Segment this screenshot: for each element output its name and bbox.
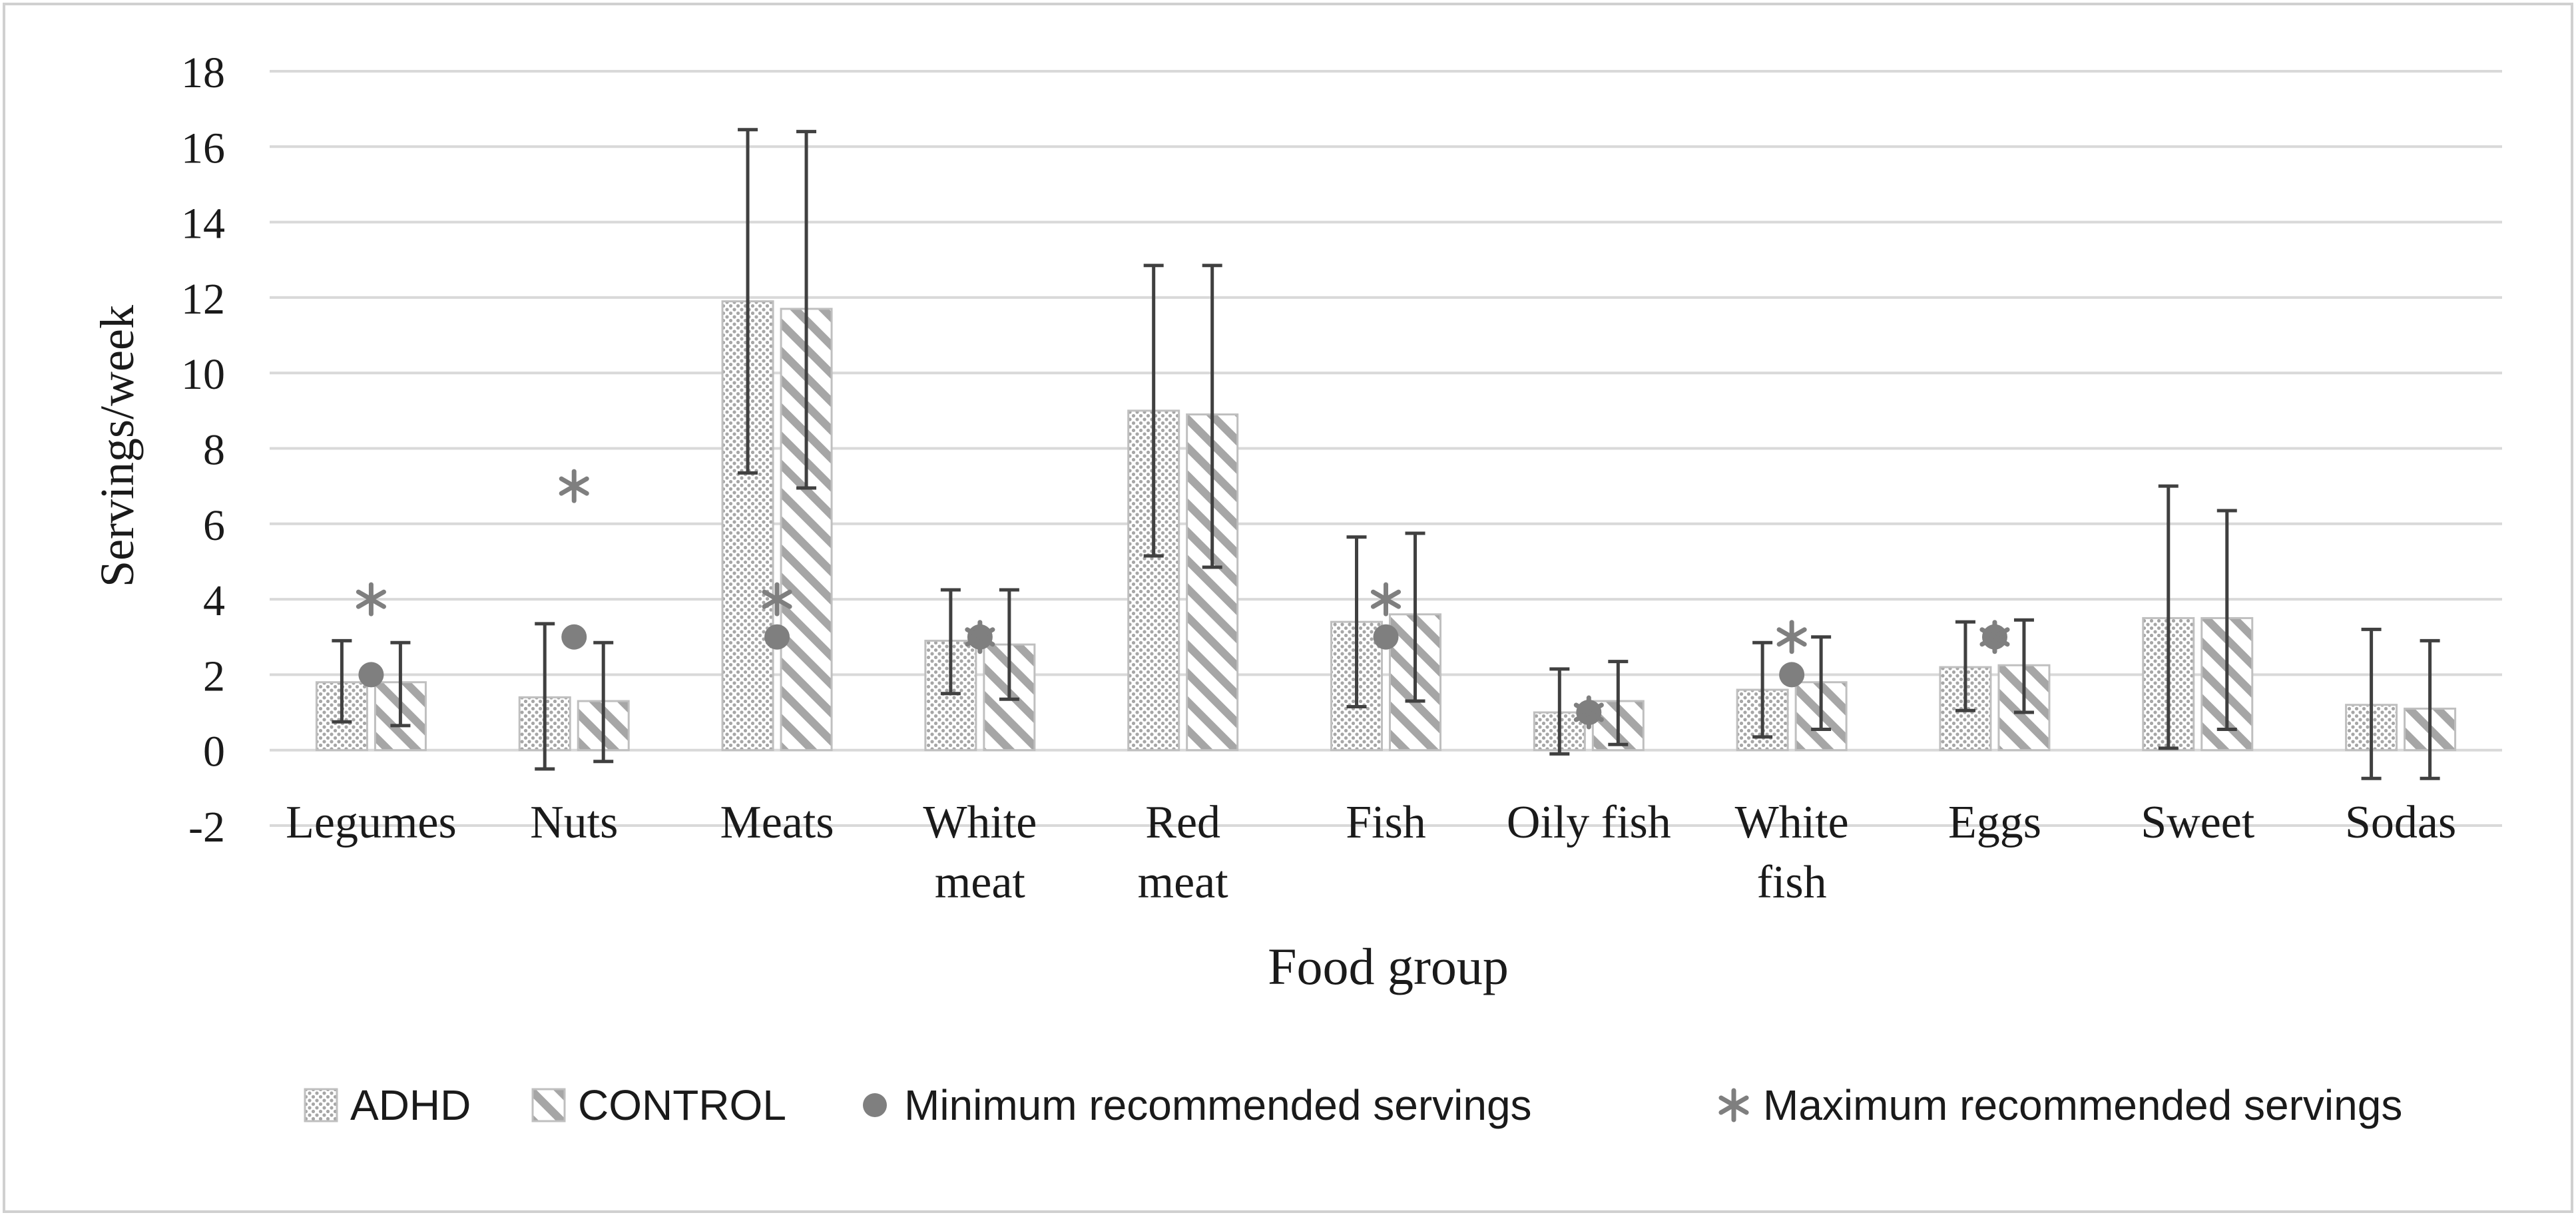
gridlines xyxy=(270,70,2502,827)
y-tick-label: 14 xyxy=(181,200,225,248)
x-axis-label: Food group xyxy=(1268,937,1509,995)
legend-label: CONTROL xyxy=(578,1081,786,1129)
min-recommended-marker xyxy=(1779,662,1805,688)
x-tick-label: Sweet xyxy=(2141,797,2255,848)
y-tick-label: 8 xyxy=(203,426,225,475)
min-recommended-marker xyxy=(358,662,384,688)
recommendation-markers xyxy=(356,469,2010,730)
y-tick-label: 16 xyxy=(181,124,225,172)
error-bars xyxy=(332,128,2440,780)
x-tick-label: Legumes xyxy=(286,797,457,848)
y-axis-ticks: -2 0 2 4 6 8 10 12 14 16 18 xyxy=(181,49,225,852)
x-tick-label: Eggs xyxy=(1948,797,2041,848)
chart-frame xyxy=(3,3,2573,1213)
x-tick-label: Sodas xyxy=(2345,797,2456,848)
x-tick-label: Fish xyxy=(1346,797,1426,848)
min-recommended-marker xyxy=(764,624,790,650)
min-recommended-marker xyxy=(1373,624,1399,650)
min-recommended-marker xyxy=(561,624,587,650)
y-tick-label: 2 xyxy=(203,652,225,700)
x-tick-label: White fish xyxy=(1735,797,1849,908)
legend-swatch-dots xyxy=(304,1088,338,1122)
legend: ADHD CONTROL Minimum recommended servings M… xyxy=(304,1081,2402,1129)
y-tick-label: 18 xyxy=(181,49,225,97)
max-recommended-marker xyxy=(1776,620,1807,654)
y-tick-label: 0 xyxy=(203,728,225,776)
max-recommended-marker xyxy=(1573,695,1604,730)
max-recommended-marker xyxy=(356,582,386,616)
legend-item: Maximum recommended servings xyxy=(1718,1081,2402,1129)
legend-item: Minimum recommended servings xyxy=(863,1081,1532,1129)
legend-item: CONTROL xyxy=(531,1081,786,1129)
x-tick-label: Red meat xyxy=(1138,797,1229,908)
max-recommended-marker xyxy=(1370,582,1402,616)
max-recommended-marker xyxy=(965,620,995,654)
legend-swatch-asterisk xyxy=(1718,1088,1749,1122)
legend-item: ADHD xyxy=(304,1081,471,1129)
legend-label: Maximum recommended servings xyxy=(1763,1081,2402,1129)
y-axis-label: Servings/week xyxy=(91,305,144,587)
legend-swatch-circle xyxy=(863,1093,887,1117)
x-tick-label: White meat xyxy=(923,797,1037,908)
max-recommended-marker xyxy=(559,469,589,503)
legend-label: ADHD xyxy=(350,1081,471,1129)
x-tick-label: Nuts xyxy=(530,797,618,848)
legend-label: Minimum recommended servings xyxy=(904,1081,1532,1129)
y-tick-label: 10 xyxy=(181,350,225,399)
x-tick-label: Meats xyxy=(720,797,834,848)
max-recommended-marker xyxy=(1979,620,2010,654)
x-axis-categories: Legumes Nuts Meats White meat Red meat Fish Oily… xyxy=(286,797,2456,908)
y-tick-label: 6 xyxy=(203,501,225,550)
x-tick-label: Oily fish xyxy=(1507,797,1671,848)
y-tick-label: 4 xyxy=(203,577,225,625)
max-recommended-marker xyxy=(762,582,792,616)
legend-swatch-stripes xyxy=(531,1088,566,1122)
y-tick-label: 12 xyxy=(181,275,225,324)
y-tick-label: -2 xyxy=(188,803,225,852)
